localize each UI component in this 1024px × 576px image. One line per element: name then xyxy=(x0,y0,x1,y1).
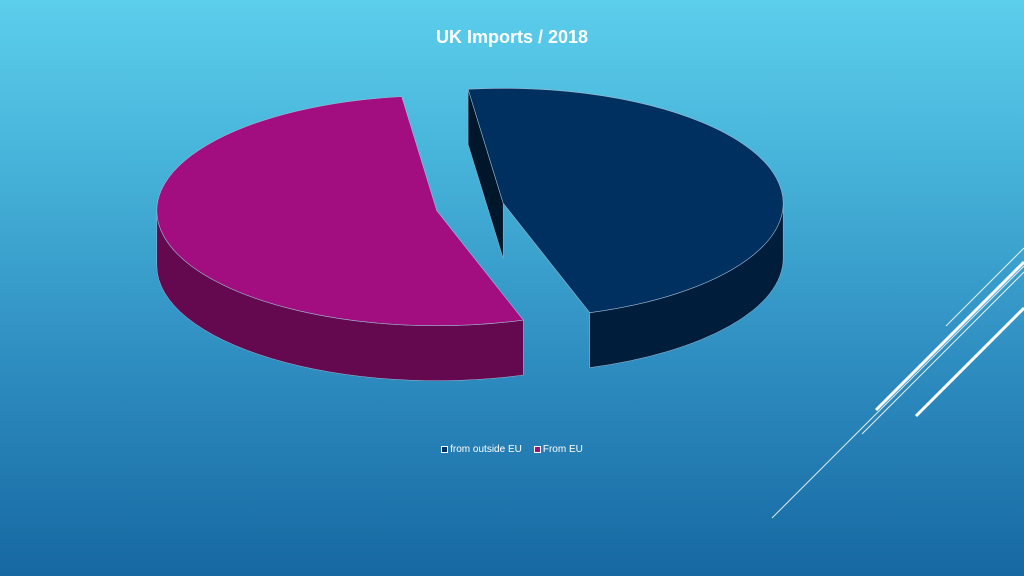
legend-label-from-eu: From EU xyxy=(542,444,583,455)
pie-slice-0 xyxy=(467,88,784,368)
legend-item-outside-eu: from outside EU xyxy=(441,444,522,455)
legend: from outside EU From EU xyxy=(0,444,1024,455)
legend-item-from-eu: From EU xyxy=(533,444,583,455)
chart-title: UK Imports / 2018 xyxy=(435,27,589,47)
legend-label-outside-eu: from outside EU xyxy=(450,444,522,455)
pie-slice-1 xyxy=(156,96,524,381)
legend-swatch-from-eu xyxy=(533,446,541,453)
legend-swatch-outside-eu xyxy=(441,446,449,453)
